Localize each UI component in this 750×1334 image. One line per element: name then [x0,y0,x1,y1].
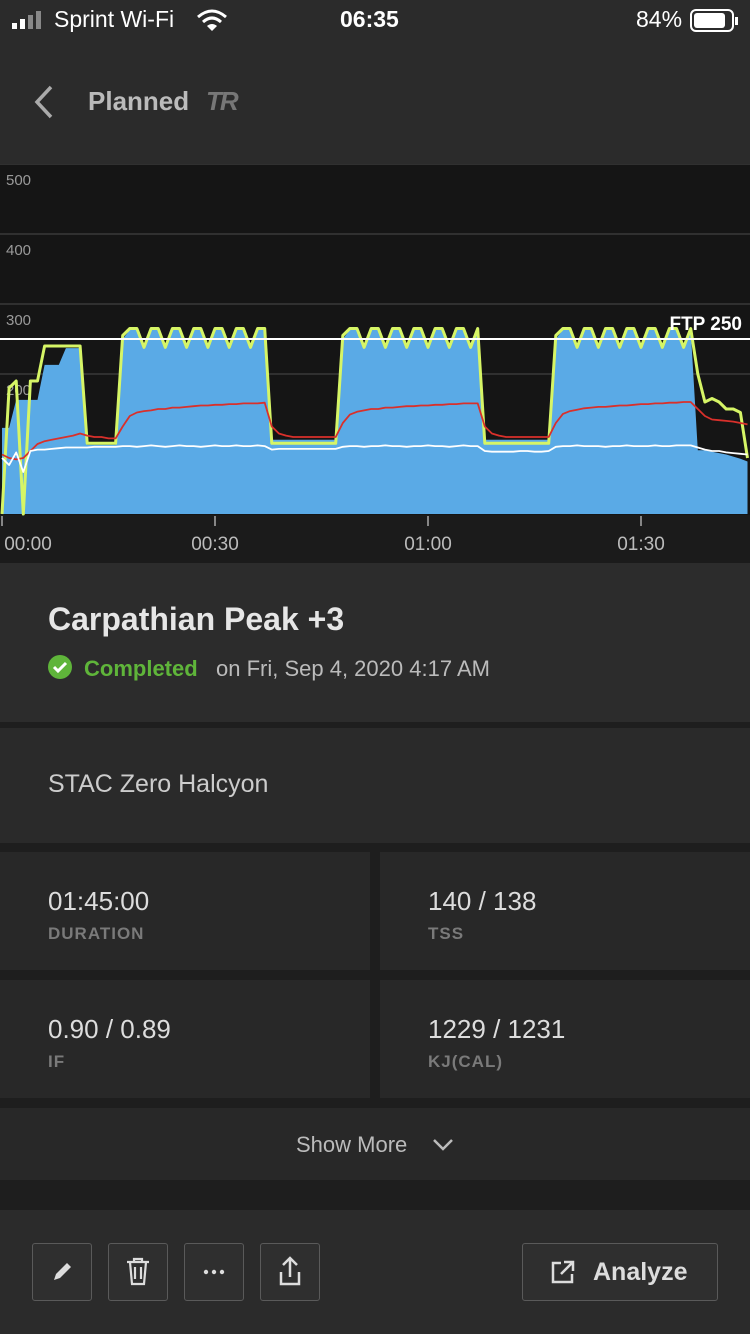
share-button[interactable] [260,1243,320,1301]
logo: TR [206,86,239,116]
workout-title: Carpathian Peak +3 [48,601,345,637]
stat-value: 0.90 / 0.89 [48,1014,171,1044]
x-tick-label: 01:30 [617,534,665,555]
line [1,444,748,473]
description: STAC Zero Halcyon [48,770,269,798]
description-block: STAC Zero Halcyon [0,728,750,843]
nav-header: Planned TR [0,40,750,165]
status: Completed [84,656,198,681]
y-tick-label: 400 [6,242,31,259]
clock: 06:35 [340,6,399,32]
carrier: Sprint Wi-Fi [54,6,175,32]
stat-cell: 01:45:00 DURATION [0,852,370,970]
stat-label: IF [48,1052,66,1071]
battery-icon [690,9,738,32]
status-bar: Sprint Wi-Fi 06:35 84% [0,0,750,40]
x-tick-label: 01:00 [404,534,452,555]
analyze-button[interactable]: Analyze [522,1243,718,1301]
stat-cell: 0.90 / 0.89 IF [0,980,370,1098]
dots-icon [203,1269,225,1275]
chevron-down [433,1139,453,1151]
y-tick-label: 300 [6,312,31,329]
date: on Fri, Sep 4, 2020 4:17 AM [216,656,490,681]
show-more[interactable]: Show More [0,1108,750,1180]
stat-value: 01:45:00 [48,886,150,916]
axis-background [0,515,750,563]
header-title: Planned [88,86,190,116]
ftp-label: FTP 250 [669,314,742,335]
stat-value: 1229 / 1231 [428,1014,566,1044]
share-icon [279,1256,301,1286]
workout-info: Carpathian Peak +3 Completed on Fri, Sep… [0,563,750,722]
stat-cell: 140 / 138 TSS [380,852,750,970]
delete-button[interactable] [108,1243,168,1301]
line [1,401,748,461]
battery-level: 84% [636,6,683,32]
y-tick-label: 500 [6,172,31,189]
wifi-icon [197,9,227,31]
show-more-label[interactable]: Show More [296,1132,408,1157]
check-icon [48,655,72,679]
external-icon [551,1260,575,1284]
trash-icon [127,1257,149,1286]
stat-label: TSS [428,924,465,943]
stat-label: KJ(CAL) [428,1052,503,1071]
stat-value: 140 / 138 [428,886,537,916]
stat-label: DURATION [48,924,145,943]
x-tick-label: 00:30 [191,534,239,555]
more-button[interactable] [184,1243,244,1301]
analyze-label[interactable]: Analyze [593,1258,688,1286]
stat-cell: 1229 / 1231 KJ(CAL) [380,980,750,1098]
signal-icon [12,11,41,29]
back-button[interactable] [32,84,56,120]
edit-button[interactable] [32,1243,92,1301]
toolbar: Analyze [0,1210,750,1334]
area [2,329,748,514]
pencil-icon [54,1263,71,1280]
line [0,327,749,516]
x-tick-label: 00:00 [4,534,52,555]
